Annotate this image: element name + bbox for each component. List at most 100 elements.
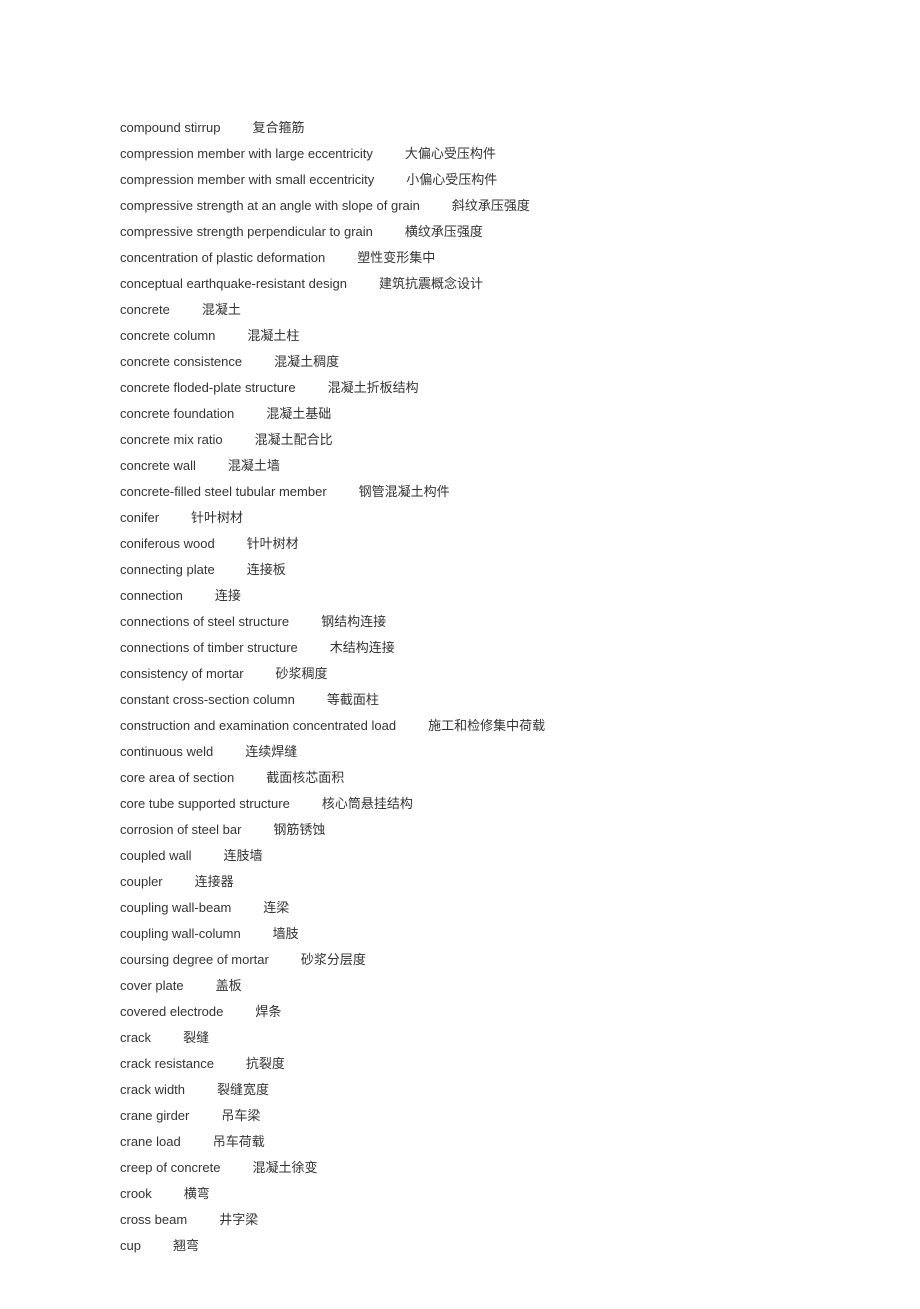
glossary-list: compound stirrup复合箍筋 compression member w…	[120, 115, 800, 1259]
term-english: construction and examination concentrate…	[120, 718, 396, 733]
glossary-entry: compressive strength perpendicular to gr…	[120, 219, 800, 245]
term-chinese: 核心筒悬挂结构	[322, 796, 413, 811]
glossary-entry: concrete 混凝土	[120, 297, 800, 323]
glossary-entry: concrete-filled steel tubular member 钢管混凝…	[120, 479, 800, 505]
term-english: crane girder	[120, 1108, 189, 1123]
term-english: covered electrode	[120, 1004, 223, 1019]
term-chinese: 截面核芯面积	[266, 770, 344, 785]
term-chinese: 抗裂度	[246, 1056, 285, 1071]
glossary-entry: cross beam 井字梁	[120, 1207, 800, 1233]
term-english: connecting plate	[120, 562, 215, 577]
glossary-entry: connections of steel structure钢结构连接	[120, 609, 800, 635]
term-chinese: 混凝土	[202, 302, 241, 317]
glossary-entry: core tube supported structure 核心筒悬挂结构	[120, 791, 800, 817]
glossary-entry: coursing degree of mortar砂浆分层度	[120, 947, 800, 973]
term-chinese: 大偏心受压构件	[405, 146, 496, 161]
glossary-entry: corrosion of steel bar钢筋锈蚀	[120, 817, 800, 843]
glossary-entry: concrete foundation混凝土基础	[120, 401, 800, 427]
glossary-entry: concentration of plastic deformation 塑性变形…	[120, 245, 800, 271]
glossary-entry: crack width裂缝宽度	[120, 1077, 800, 1103]
term-chinese: 施工和检修集中荷载	[428, 718, 545, 733]
term-english: consistency of mortar	[120, 666, 244, 681]
term-english: concrete column	[120, 328, 215, 343]
term-chinese: 盖板	[216, 978, 242, 993]
term-chinese: 连梁	[263, 900, 289, 915]
term-english: cup	[120, 1238, 141, 1253]
term-english: concrete consistence	[120, 354, 242, 369]
glossary-entry: compound stirrup复合箍筋	[120, 115, 800, 141]
term-chinese: 混凝土墙	[228, 458, 280, 473]
term-english: concentration of plastic deformation	[120, 250, 325, 265]
term-chinese: 横弯	[184, 1186, 210, 1201]
glossary-entry: coupled wall连肢墙	[120, 843, 800, 869]
glossary-entry: continuous weld 连续焊缝	[120, 739, 800, 765]
glossary-entry: crack裂缝	[120, 1025, 800, 1051]
glossary-entry: concrete wall 混凝土墙	[120, 453, 800, 479]
term-english: coupler	[120, 874, 163, 889]
glossary-entry: coupling wall-beam 连梁	[120, 895, 800, 921]
term-english: compressive strength perpendicular to gr…	[120, 224, 373, 239]
term-chinese: 混凝土稠度	[274, 354, 339, 369]
glossary-entry: constant cross-section column等截面柱	[120, 687, 800, 713]
term-chinese: 砂浆稠度	[276, 666, 328, 681]
term-english: crane load	[120, 1134, 181, 1149]
term-english: concrete mix ratio	[120, 432, 223, 447]
term-english: conceptual earthquake-resistant design	[120, 276, 347, 291]
term-english: concrete floded-plate structure	[120, 380, 296, 395]
term-chinese: 连续焊缝	[245, 744, 297, 759]
glossary-entry: compression member with large eccentrici…	[120, 141, 800, 167]
term-english: coupled wall	[120, 848, 192, 863]
term-chinese: 小偏心受压构件	[406, 172, 497, 187]
term-chinese: 混凝土徐变	[252, 1160, 317, 1175]
term-chinese: 裂缝宽度	[217, 1082, 269, 1097]
glossary-entry: connecting plate 连接板	[120, 557, 800, 583]
term-chinese: 斜纹承压强度	[452, 198, 530, 213]
term-chinese: 连接板	[247, 562, 286, 577]
term-chinese: 木结构连接	[330, 640, 395, 655]
term-english: coupling wall-column	[120, 926, 241, 941]
term-english: compression member with large eccentrici…	[120, 146, 373, 161]
term-chinese: 翘弯	[173, 1238, 199, 1253]
term-chinese: 墙肢	[273, 926, 299, 941]
term-chinese: 砂浆分层度	[301, 952, 366, 967]
glossary-entry: creep of concrete 混凝土徐变	[120, 1155, 800, 1181]
glossary-entry: connections of timber structure 木结构连接	[120, 635, 800, 661]
term-english: connections of timber structure	[120, 640, 298, 655]
term-chinese: 焊条	[255, 1004, 281, 1019]
term-english: connection	[120, 588, 183, 603]
term-english: corrosion of steel bar	[120, 822, 241, 837]
term-english: cross beam	[120, 1212, 187, 1227]
glossary-entry: crane load吊车荷载	[120, 1129, 800, 1155]
glossary-entry: concrete mix ratio 混凝土配合比	[120, 427, 800, 453]
term-chinese: 井字梁	[219, 1212, 258, 1227]
term-chinese: 针叶树材	[247, 536, 299, 551]
glossary-entry: crane girder 吊车梁	[120, 1103, 800, 1129]
term-english: concrete wall	[120, 458, 196, 473]
term-chinese: 连接	[215, 588, 241, 603]
term-chinese: 吊车梁	[221, 1108, 260, 1123]
glossary-entry: coniferous wood 针叶树材	[120, 531, 800, 557]
term-english: core tube supported structure	[120, 796, 290, 811]
term-chinese: 裂缝	[183, 1030, 209, 1045]
glossary-entry: crook横弯	[120, 1181, 800, 1207]
term-chinese: 混凝土配合比	[255, 432, 333, 447]
term-english: creep of concrete	[120, 1160, 220, 1175]
term-english: coniferous wood	[120, 536, 215, 551]
term-chinese: 等截面柱	[327, 692, 379, 707]
glossary-entry: cover plate 盖板	[120, 973, 800, 999]
term-english: crack resistance	[120, 1056, 214, 1071]
glossary-entry: conceptual earthquake-resistant design建筑…	[120, 271, 800, 297]
glossary-entry: compression member with small eccentrici…	[120, 167, 800, 193]
term-english: continuous weld	[120, 744, 213, 759]
term-english: concrete	[120, 302, 170, 317]
term-chinese: 塑性变形集中	[357, 250, 435, 265]
term-english: concrete-filled steel tubular member	[120, 484, 327, 499]
term-english: coupling wall-beam	[120, 900, 231, 915]
term-chinese: 横纹承压强度	[405, 224, 483, 239]
term-chinese: 钢管混凝土构件	[359, 484, 450, 499]
term-english: cover plate	[120, 978, 184, 993]
document-page: compound stirrup复合箍筋 compression member w…	[0, 0, 920, 1309]
term-english: concrete foundation	[120, 406, 234, 421]
glossary-entry: connection 连接	[120, 583, 800, 609]
term-chinese: 钢结构连接	[321, 614, 386, 629]
